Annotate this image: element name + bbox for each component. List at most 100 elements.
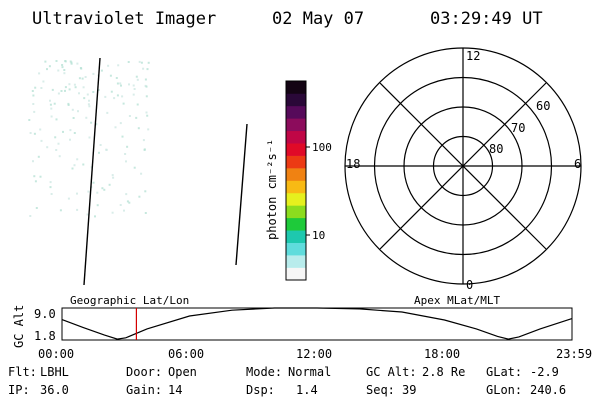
aurora-speckle xyxy=(116,82,119,85)
aurora-speckle xyxy=(64,60,67,62)
aurora-speckle xyxy=(86,213,89,216)
aurora-speckle xyxy=(82,163,85,166)
aurora-speckle xyxy=(145,95,148,98)
aurora-speckle xyxy=(119,204,122,206)
colorbar-cell xyxy=(286,118,306,132)
aurora-speckle xyxy=(137,127,140,130)
aurora-speckle xyxy=(50,107,53,110)
aurora-speckle xyxy=(140,61,143,64)
aurora-speckle xyxy=(78,77,81,80)
aurora-speckle xyxy=(38,72,41,75)
aurora-speckle xyxy=(29,215,32,217)
colorbar-cell xyxy=(286,105,306,119)
aurora-speckle xyxy=(145,85,148,88)
aurora-speckle xyxy=(126,200,129,203)
aurora-speckle xyxy=(128,115,131,117)
colorbar-cell xyxy=(286,143,306,156)
aurora-speckle xyxy=(49,181,52,184)
aurora-speckle xyxy=(40,87,43,89)
aurora-speckle xyxy=(28,119,31,121)
aurora-speckle xyxy=(78,92,80,95)
aurora-speckle xyxy=(39,175,42,178)
aurora-speckle xyxy=(81,77,84,80)
mlat-label-60: 60 xyxy=(536,99,550,113)
aurora-speckle xyxy=(126,145,129,148)
aurora-speckle xyxy=(71,108,74,111)
aurora-speckle xyxy=(79,67,82,69)
aurora-speckle xyxy=(128,83,130,86)
aurora-speckle xyxy=(46,68,48,71)
aurora-speckle xyxy=(68,83,71,86)
param-key-gcalt: GC Alt: xyxy=(366,365,417,379)
polar-mlat-mlt-plot: 12 6 0 18 60 70 80 xyxy=(344,47,582,292)
aurora-speckle xyxy=(140,172,143,175)
aurora-speckle xyxy=(106,111,109,114)
aurora-speckle xyxy=(119,82,122,85)
colorbar-cell xyxy=(286,81,306,94)
aurora-speckles xyxy=(28,60,150,218)
aurora-speckle xyxy=(101,187,104,190)
aurora-speckle xyxy=(121,95,124,98)
aurora-speckle xyxy=(33,175,36,178)
param-key-ip: IP: xyxy=(8,383,30,397)
aurora-speckle xyxy=(96,191,99,194)
parameter-footer: Flt: LBHL Door: Open Mode: Normal GC Alt… xyxy=(8,365,566,397)
terminator-line-right xyxy=(235,123,248,266)
aurora-speckle xyxy=(107,64,110,67)
colorbar-cell xyxy=(286,255,306,268)
polar-diagonal-2 xyxy=(379,82,547,250)
colorbar-frame xyxy=(285,80,307,281)
aurora-speckle xyxy=(92,72,95,75)
aurora-speckle xyxy=(119,122,122,125)
colorbar-cell xyxy=(286,205,306,219)
colorbar: 100 10 photon cm⁻²s⁻¹ xyxy=(265,80,332,281)
aurora-speckle xyxy=(68,88,71,91)
aurora-speckle xyxy=(96,204,99,207)
aurora-speckle xyxy=(72,117,75,119)
aurora-speckle xyxy=(122,102,125,105)
aurora-speckle xyxy=(123,209,125,212)
aurora-speckle xyxy=(83,97,86,100)
aurora-speckle xyxy=(61,64,64,66)
aurora-speckle xyxy=(133,166,136,169)
aurora-speckle xyxy=(57,69,60,72)
colorbar-cell xyxy=(286,180,306,194)
aurora-speckle xyxy=(44,60,47,63)
aurora-speckle xyxy=(135,75,138,78)
param-val-glat: -2.9 xyxy=(530,365,559,379)
aurora-speckle xyxy=(117,64,120,67)
aurora-speckle xyxy=(144,212,147,214)
aurora-speckle xyxy=(82,86,85,89)
colorbar-cell xyxy=(286,168,306,181)
aurora-speckle xyxy=(103,188,106,191)
mlt-label-6: 6 xyxy=(574,157,581,171)
aurora-speckle xyxy=(62,130,64,133)
aurora-speckle xyxy=(146,68,149,71)
aurora-speckle xyxy=(135,116,138,119)
aurora-speckle xyxy=(53,102,56,105)
date-label: 02 May 07 xyxy=(272,9,364,29)
param-val-gcalt: 2.8 Re xyxy=(422,365,465,379)
param-val-door: Open xyxy=(168,365,197,379)
aurora-speckle xyxy=(73,132,76,134)
aurora-speckle xyxy=(114,126,117,129)
aurora-speckle xyxy=(116,94,119,97)
aurora-speckle xyxy=(121,135,124,138)
aurora-speckle xyxy=(42,80,45,83)
timeline-ylabel: GC Alt xyxy=(12,305,26,348)
aurora-speckle xyxy=(63,72,66,75)
aurora-speckle xyxy=(136,78,139,81)
apex-caption: Apex MLat/MLT xyxy=(414,294,500,307)
aurora-speckle xyxy=(144,78,147,81)
aurora-speckle xyxy=(113,97,116,100)
aurora-speckle xyxy=(67,104,70,106)
aurora-speckle xyxy=(133,88,136,90)
param-key-gain: Gain: xyxy=(126,383,162,397)
aurora-speckle xyxy=(88,105,91,108)
aurora-speckle xyxy=(37,155,40,158)
aurora-speckle xyxy=(138,195,141,198)
x-tick-2359: 23:59 xyxy=(556,347,592,361)
aurora-speckle xyxy=(84,76,87,78)
aurora-speckle xyxy=(125,160,127,163)
aurora-speckle xyxy=(132,84,135,87)
